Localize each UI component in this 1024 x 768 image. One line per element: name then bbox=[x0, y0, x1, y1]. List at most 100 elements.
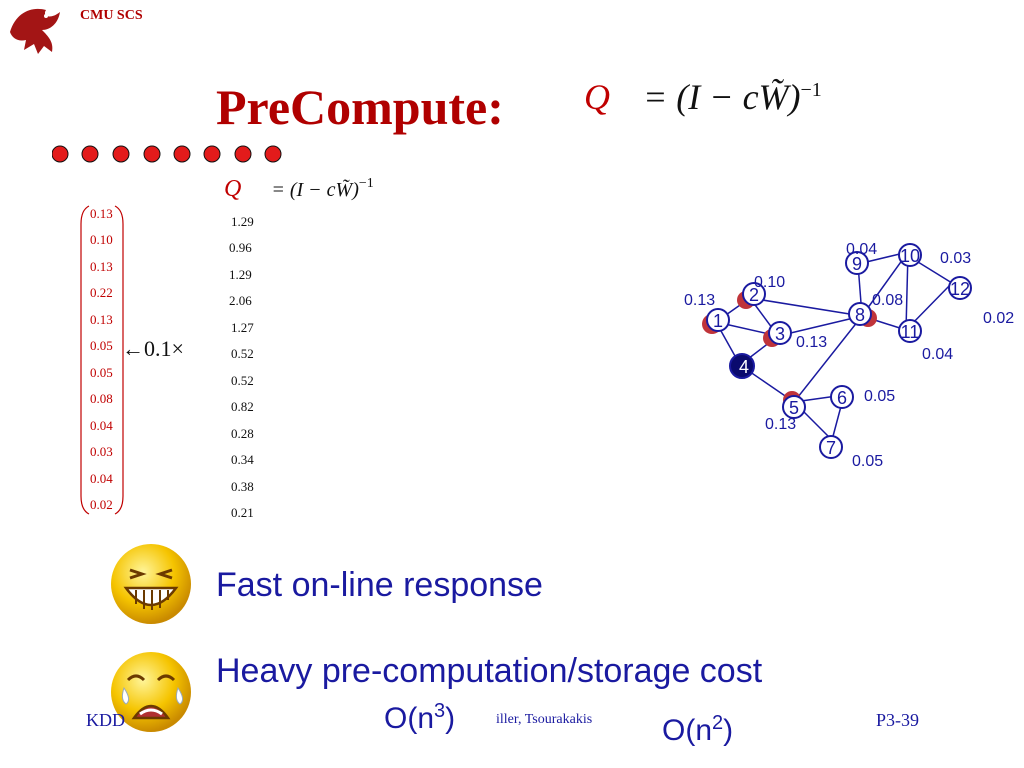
vector-right-value: 0.52 bbox=[231, 373, 254, 388]
complexity-square-exp: 2 bbox=[712, 712, 724, 734]
dot bbox=[52, 145, 69, 163]
graph-node-8 bbox=[848, 302, 872, 326]
footer-middle: iller, Tsourakakis bbox=[496, 712, 593, 727]
edge-weight-label: 0.13 bbox=[684, 292, 715, 309]
graph-node-2 bbox=[742, 282, 766, 306]
complexity-square: O(n2) bbox=[662, 712, 733, 748]
vector-right-value: 0.34 bbox=[231, 452, 254, 467]
dot bbox=[112, 145, 130, 163]
vector-left-value: 0.13 bbox=[90, 259, 113, 274]
graph-node-label: 1 bbox=[713, 311, 723, 331]
edge-weight-label: 0.08 bbox=[872, 292, 903, 309]
graph-node-label: 11 bbox=[901, 322, 920, 342]
edge-weight-label: 0.05 bbox=[852, 453, 883, 470]
formula-main-rhs: = (I − cW̃) bbox=[643, 77, 801, 117]
vector-right: 1.29 0.96 1.29 2.06 1.27 0.52 0.52 0.82 … bbox=[228, 212, 278, 524]
vector-left-value: 0.02 bbox=[90, 497, 113, 512]
vector-left-value: 0.10 bbox=[90, 232, 113, 247]
formula-main: Q = (I − cW̃)−1 bbox=[584, 76, 822, 118]
vector-left-value: 0.13 bbox=[90, 312, 113, 327]
crying-face-icon bbox=[111, 652, 191, 732]
complexity-square-base: O(n bbox=[662, 714, 713, 747]
left-bracket bbox=[80, 205, 90, 515]
graph-node-12 bbox=[948, 276, 972, 300]
vector-left-value: 0.13 bbox=[90, 206, 113, 221]
graph-node-label: 7 bbox=[826, 438, 836, 458]
graph-node-10 bbox=[898, 243, 922, 267]
graph-node-label: 12 bbox=[950, 279, 970, 299]
edge-weight-label: 0.05 bbox=[864, 388, 895, 405]
vector-right-value: 0.96 bbox=[229, 240, 252, 255]
dot bbox=[143, 145, 161, 163]
vector-left-value: 0.05 bbox=[90, 365, 113, 380]
graph-node-11 bbox=[898, 319, 922, 343]
graph-node-6 bbox=[830, 385, 854, 409]
dot-row bbox=[52, 145, 282, 163]
formula-main-lhs: Q bbox=[584, 77, 610, 117]
edge-weight-label: 0.03 bbox=[940, 250, 971, 267]
org-name: CMU SCS bbox=[80, 8, 143, 23]
cmu-logo bbox=[2, 2, 74, 58]
complexity-cubic: O(n3) bbox=[384, 700, 455, 736]
vector-right-value: 2.06 bbox=[229, 293, 252, 308]
edge-weight-label: 0.04 bbox=[922, 346, 953, 363]
dot bbox=[203, 145, 221, 163]
multiplier: ←0.1× bbox=[122, 336, 184, 361]
graph-node-label: 5 bbox=[789, 398, 799, 418]
graph-node-label: 10 bbox=[900, 246, 920, 266]
vector-left-value: 0.05 bbox=[90, 338, 113, 353]
formula-small-exp: −1 bbox=[358, 176, 374, 191]
bullet-heavy-cost: Heavy pre-computation/storage cost bbox=[216, 652, 763, 690]
vector-left-value: 0.03 bbox=[90, 444, 113, 459]
graph-node-7 bbox=[819, 435, 843, 459]
graph-node-label: 2 bbox=[749, 285, 759, 305]
dragon-icon bbox=[10, 8, 60, 54]
edge-weight-label: 0.02 bbox=[983, 310, 1014, 327]
vector-right-value: 0.52 bbox=[231, 346, 254, 361]
graph-node-5 bbox=[782, 395, 806, 419]
vector-left-value: 0.04 bbox=[90, 471, 113, 486]
graph-node-label: 4 bbox=[739, 357, 749, 377]
graph-node-label: 8 bbox=[855, 305, 865, 325]
formula-small-rhs: = (I − cW̃) bbox=[271, 179, 359, 201]
dot bbox=[173, 145, 191, 163]
dot bbox=[264, 145, 282, 163]
dot bbox=[234, 145, 252, 163]
page-number: P3-39 bbox=[876, 710, 920, 730]
vector-right-value: 0.38 bbox=[231, 479, 254, 494]
vector-right-value: 0.82 bbox=[231, 399, 254, 414]
formula-small: Q = (I − cW̃)−1 bbox=[224, 176, 374, 203]
footer-left: KDD bbox=[86, 710, 125, 730]
vector-right-value: 1.29 bbox=[229, 267, 252, 282]
vector-right-value: 0.21 bbox=[231, 505, 254, 520]
dot bbox=[81, 145, 99, 163]
graph-node-label: 6 bbox=[837, 388, 847, 408]
vector-left: 0.13 0.10 0.13 0.22 0.13 0.05 0.05 0.08 … bbox=[80, 204, 124, 518]
bullet-fast-response: Fast on-line response bbox=[216, 566, 543, 604]
graph-node-1 bbox=[706, 308, 730, 332]
edge-weight-label: 0.10 bbox=[754, 274, 785, 291]
formula-small-lhs: Q bbox=[224, 176, 242, 202]
vector-right-value: 1.27 bbox=[231, 320, 254, 335]
edge-weight-label: 0.13 bbox=[796, 334, 827, 351]
graph-node-4 bbox=[729, 353, 755, 379]
graph-node-9 bbox=[845, 251, 869, 275]
graph-node-label: 3 bbox=[775, 324, 785, 344]
right-bracket bbox=[114, 205, 124, 515]
edge-weight-label: 0.04 bbox=[846, 241, 877, 258]
vector-right-value: 0.28 bbox=[231, 426, 254, 441]
laughing-face-icon bbox=[111, 544, 191, 624]
vector-left-value: 0.22 bbox=[90, 285, 113, 300]
vector-right-value: 1.29 bbox=[231, 214, 254, 229]
complexity-cubic-base: O(n bbox=[384, 702, 435, 735]
vector-left-value: 0.04 bbox=[90, 418, 113, 433]
complexity-cubic-exp: 3 bbox=[434, 700, 446, 722]
complexity-square-close: ) bbox=[723, 714, 734, 747]
complexity-cubic-close: ) bbox=[445, 702, 456, 735]
graph-node-3 bbox=[768, 321, 792, 345]
edge-weight-label: 0.13 bbox=[765, 416, 796, 433]
graph-node-label: 9 bbox=[852, 254, 862, 274]
slide-title: PreCompute: bbox=[216, 79, 504, 135]
graph-diagram: 1 2 3 4 5 6 7 8 9 10 11 12 0.10 0.13 0.1… bbox=[684, 241, 1014, 470]
vector-left-value: 0.08 bbox=[90, 391, 113, 406]
